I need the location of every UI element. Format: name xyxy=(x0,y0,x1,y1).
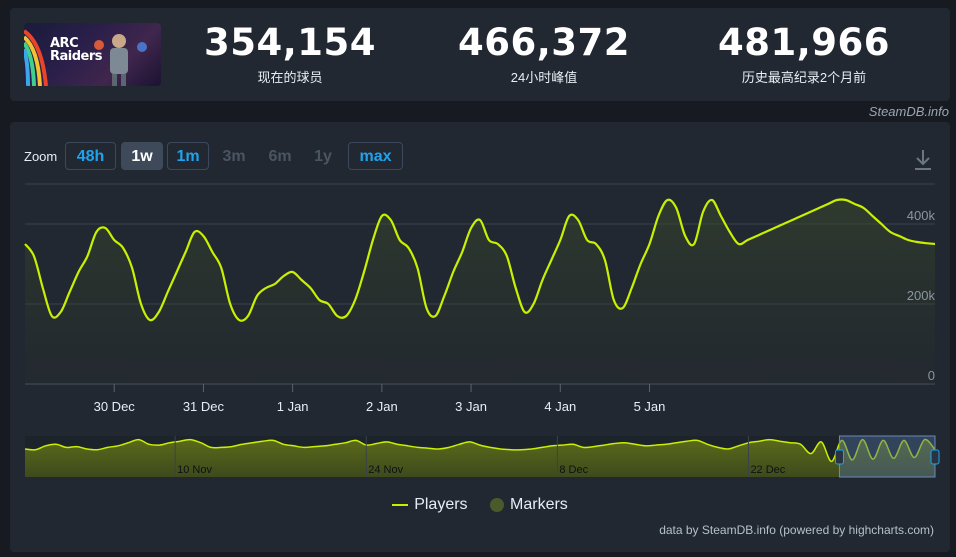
legend-markers-label: Markers xyxy=(510,496,568,513)
zoom-button-3m: 3m xyxy=(222,148,246,165)
series-layer xyxy=(24,198,936,384)
navigator-area xyxy=(25,439,935,477)
logo-line-1: ARC xyxy=(50,36,79,51)
zoom-button-max[interactable]: max xyxy=(348,142,403,170)
stat-label: 现在的球员 xyxy=(257,70,323,85)
stat-value: 481,966 xyxy=(717,21,891,64)
stat-24h-peak: 466,372 24小时峰值 xyxy=(434,22,654,86)
data-credit[interactable]: data by SteamDB.info (powered by highcha… xyxy=(659,523,934,537)
x-tick-label: 3 Jan xyxy=(455,399,487,414)
stat-label: 历史最高纪录2个月前 xyxy=(741,70,867,85)
x-tick-label: 31 Dec xyxy=(183,399,225,414)
x-tick-label: 30 Dec xyxy=(94,399,136,414)
navigator-handle-left xyxy=(834,449,844,465)
y-axis: 0 200k 400k xyxy=(907,208,936,383)
x-tick-label: 2 Jan xyxy=(366,399,398,414)
chart-svg[interactable]: 30 Dec 31 Dec 1 Jan 2 Jan 3 Jan 4 Jan 5 Jan 0 2… xyxy=(10,122,950,552)
zoom-button-1w[interactable]: 1w xyxy=(121,142,163,170)
legend-markers[interactable]: Markers xyxy=(490,496,568,514)
stat-label: 24小时峰值 xyxy=(510,70,578,85)
game-thumbnail[interactable]: ARC Raiders xyxy=(24,23,161,86)
navigator-handle-right xyxy=(930,449,940,465)
x-tick-label: 1 Jan xyxy=(277,399,309,414)
x-axis: 30 Dec 31 Dec 1 Jan 2 Jan 3 Jan 4 Jan 5 Jan xyxy=(94,384,666,414)
download-icon[interactable] xyxy=(912,148,934,172)
navigator-tick-label: 8 Dec xyxy=(559,464,588,476)
zoom-button-1m[interactable]: 1m xyxy=(167,142,209,170)
x-tick-label: 5 Jan xyxy=(634,399,666,414)
players-line-swatch xyxy=(392,503,409,506)
chart-panel: 30 Dec 31 Dec 1 Jan 2 Jan 3 Jan 4 Jan 5 Jan 0 2… xyxy=(10,122,950,552)
navigator[interactable]: 10 Nov 24 Nov 8 Dec 22 Dec xyxy=(24,435,940,478)
zoom-button-6m: 6m xyxy=(268,148,292,165)
stats-panel: ARC Raiders 354,154 现在的球员 466,372 24小时峰值… xyxy=(10,8,950,101)
navigator-tick-label: 10 Nov xyxy=(177,464,212,476)
stat-value: 466,372 xyxy=(457,21,631,64)
legend-players-label: Players xyxy=(414,496,468,513)
game-art xyxy=(24,29,147,86)
zoom-button-48h[interactable]: 48h xyxy=(65,142,116,170)
y-tick-label: 0 xyxy=(928,368,935,383)
navigator-tick-label: 22 Dec xyxy=(750,464,785,476)
zoom-button-1y: 1y xyxy=(314,148,332,165)
navigator-tick-label: 24 Nov xyxy=(368,464,403,476)
navigator-selection xyxy=(838,435,936,478)
logo-line-2: Raiders xyxy=(50,49,103,64)
y-tick-label: 400k xyxy=(907,208,936,223)
stat-current-players: 354,154 现在的球员 xyxy=(180,22,400,86)
zoom-label: Zoom xyxy=(24,149,58,164)
navigator-line xyxy=(24,438,936,463)
chart-legend: Players Markers xyxy=(10,496,950,514)
legend-players[interactable]: Players xyxy=(392,496,468,514)
game-logo: ARC Raiders xyxy=(50,36,103,64)
markers-dot-swatch xyxy=(490,497,505,512)
players-line xyxy=(24,198,936,322)
stat-all-time-peak: 481,966 历史最高纪录2个月前 xyxy=(694,22,914,86)
stat-value: 354,154 xyxy=(203,21,377,64)
x-tick-label: 4 Jan xyxy=(544,399,576,414)
steamdb-credit[interactable]: SteamDB.info xyxy=(868,104,949,119)
players-area xyxy=(25,199,935,384)
y-tick-label: 200k xyxy=(907,288,936,303)
